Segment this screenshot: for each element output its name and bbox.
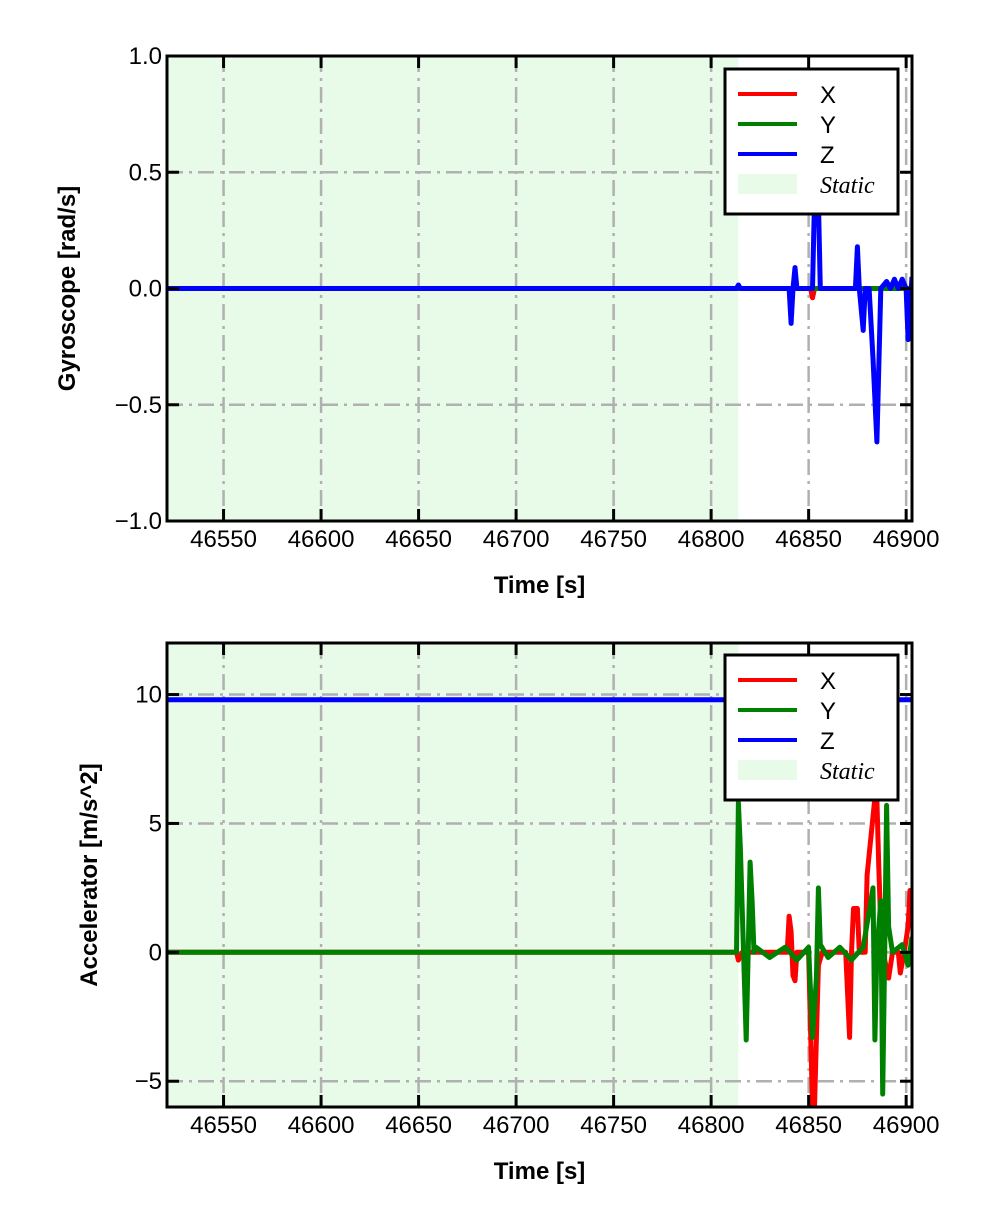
y-tick-label: −5 (135, 1068, 162, 1095)
y-tick-label: 0.5 (129, 159, 162, 186)
x-axis-label: Time [s] (494, 1158, 586, 1185)
y-tick-label: 10 (135, 682, 162, 709)
x-tick-label: 46650 (385, 1112, 452, 1139)
legend-label: Z (820, 142, 835, 169)
y-tick-label: −1.0 (115, 508, 162, 535)
legend-label: X (820, 82, 836, 109)
legend-label: Static (820, 759, 875, 785)
legend: XYZ Static (723, 653, 900, 802)
legend-label: Y (820, 112, 836, 139)
y-tick-label: 5 (149, 810, 162, 837)
legend-label: Y (820, 698, 836, 725)
x-tick-label: 46800 (678, 526, 745, 553)
x-tick-label: 46600 (288, 526, 355, 553)
subplot-2: 46550 46600 46650 46700 46750 46800 46850 46900… (76, 641, 940, 1185)
legend-swatch-static (738, 174, 797, 194)
x-axis-label: Time [s] (494, 572, 586, 599)
x-tick-label: 46850 (775, 526, 842, 553)
x-tick-label: 46750 (580, 1112, 647, 1139)
y-tick-label: −0.5 (115, 392, 162, 419)
legend-label: Static (820, 173, 875, 199)
x-tick-label: 46650 (385, 526, 452, 553)
x-tick-label: 46800 (678, 1112, 745, 1139)
y-axis-label: Gyroscope [rad/s] (54, 186, 81, 391)
x-tick-label: 46900 (873, 526, 940, 553)
subplot-1: 46550 46600 46650 46700 46750 46800 46850 46900… (54, 43, 940, 599)
x-tick-label: 46550 (190, 526, 257, 553)
x-tick-label: 46700 (483, 1112, 550, 1139)
legend-label: X (820, 668, 836, 695)
legend-label: Z (820, 728, 835, 755)
x-tick-label: 46900 (873, 1112, 940, 1139)
y-axis-label: Accelerator [m/s^2] (76, 763, 103, 986)
legend: XYZ Static (723, 67, 900, 216)
series-line-y (167, 800, 912, 1097)
x-tick-label: 46700 (483, 526, 550, 553)
x-tick-label: 46600 (288, 1112, 355, 1139)
y-tick-label: 0.0 (129, 276, 162, 303)
x-tick-label: 46550 (190, 1112, 257, 1139)
series-line-z (167, 197, 912, 445)
x-tick-label: 46850 (775, 1112, 842, 1139)
y-tick-label: 1.0 (129, 43, 162, 70)
axes-frame (165, 641, 914, 1109)
static-span (167, 643, 739, 1107)
y-tick-label: 0 (149, 939, 162, 966)
legend-swatch-static (738, 760, 797, 780)
x-tick-label: 46750 (580, 526, 647, 553)
